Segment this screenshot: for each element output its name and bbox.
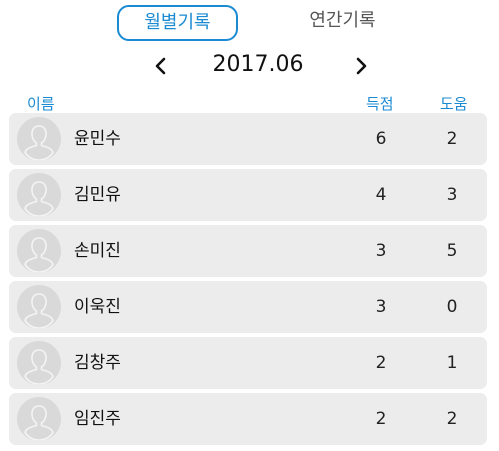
user-placeholder-icon (17, 173, 61, 217)
next-period-button[interactable] (349, 54, 373, 78)
player-assist: 0 (446, 297, 458, 317)
period-label: 2017.06 (212, 52, 304, 77)
avatar (17, 285, 61, 329)
user-placeholder-icon (17, 229, 61, 273)
player-assist: 2 (446, 409, 458, 429)
player-assist: 2 (446, 129, 458, 149)
user-placeholder-icon (17, 117, 61, 161)
player-score: 3 (375, 297, 387, 317)
column-header-score: 득점 (366, 95, 394, 113)
player-name: 김창주 (74, 353, 121, 373)
column-header-name: 이름 (27, 95, 55, 113)
avatar (17, 173, 61, 217)
tab-monthly-record[interactable]: 월별기록 (117, 5, 238, 41)
user-placeholder-icon (17, 341, 61, 385)
chevron-left-icon (155, 57, 166, 75)
record-tabs: 월별기록 연간기록 (0, 5, 499, 41)
avatar (17, 229, 61, 273)
tab-yearly-record[interactable]: 연간기록 (309, 10, 376, 31)
player-row[interactable]: 윤민수 6 2 (9, 113, 487, 165)
player-assist: 1 (446, 353, 458, 373)
avatar (17, 117, 61, 161)
player-score: 3 (375, 241, 387, 261)
player-assist: 5 (446, 241, 458, 261)
player-name: 임진주 (74, 409, 121, 429)
player-score: 4 (375, 185, 387, 205)
user-placeholder-icon (17, 285, 61, 329)
player-score: 2 (375, 409, 387, 429)
player-row[interactable]: 임진주 2 2 (9, 393, 487, 445)
avatar (17, 397, 61, 441)
player-name: 윤민수 (74, 129, 121, 149)
player-score: 6 (375, 129, 387, 149)
player-row[interactable]: 이욱진 3 0 (9, 281, 487, 333)
player-name: 이욱진 (74, 297, 121, 317)
player-row[interactable]: 김창주 2 1 (9, 337, 487, 389)
column-header-assist: 도움 (440, 95, 468, 113)
user-placeholder-icon (17, 397, 61, 441)
player-name: 김민유 (74, 185, 121, 205)
chevron-right-icon (356, 57, 367, 75)
period-navigator: 2017.06 (0, 50, 499, 82)
player-score: 2 (375, 353, 387, 373)
player-assist: 3 (446, 185, 458, 205)
player-row[interactable]: 김민유 4 3 (9, 169, 487, 221)
prev-period-button[interactable] (149, 54, 173, 78)
player-row[interactable]: 손미진 3 5 (9, 225, 487, 277)
player-name: 손미진 (74, 241, 121, 261)
player-list: 윤민수 6 2 김민유 4 3 손미진 3 5 이욱진 (9, 113, 487, 449)
avatar (17, 341, 61, 385)
